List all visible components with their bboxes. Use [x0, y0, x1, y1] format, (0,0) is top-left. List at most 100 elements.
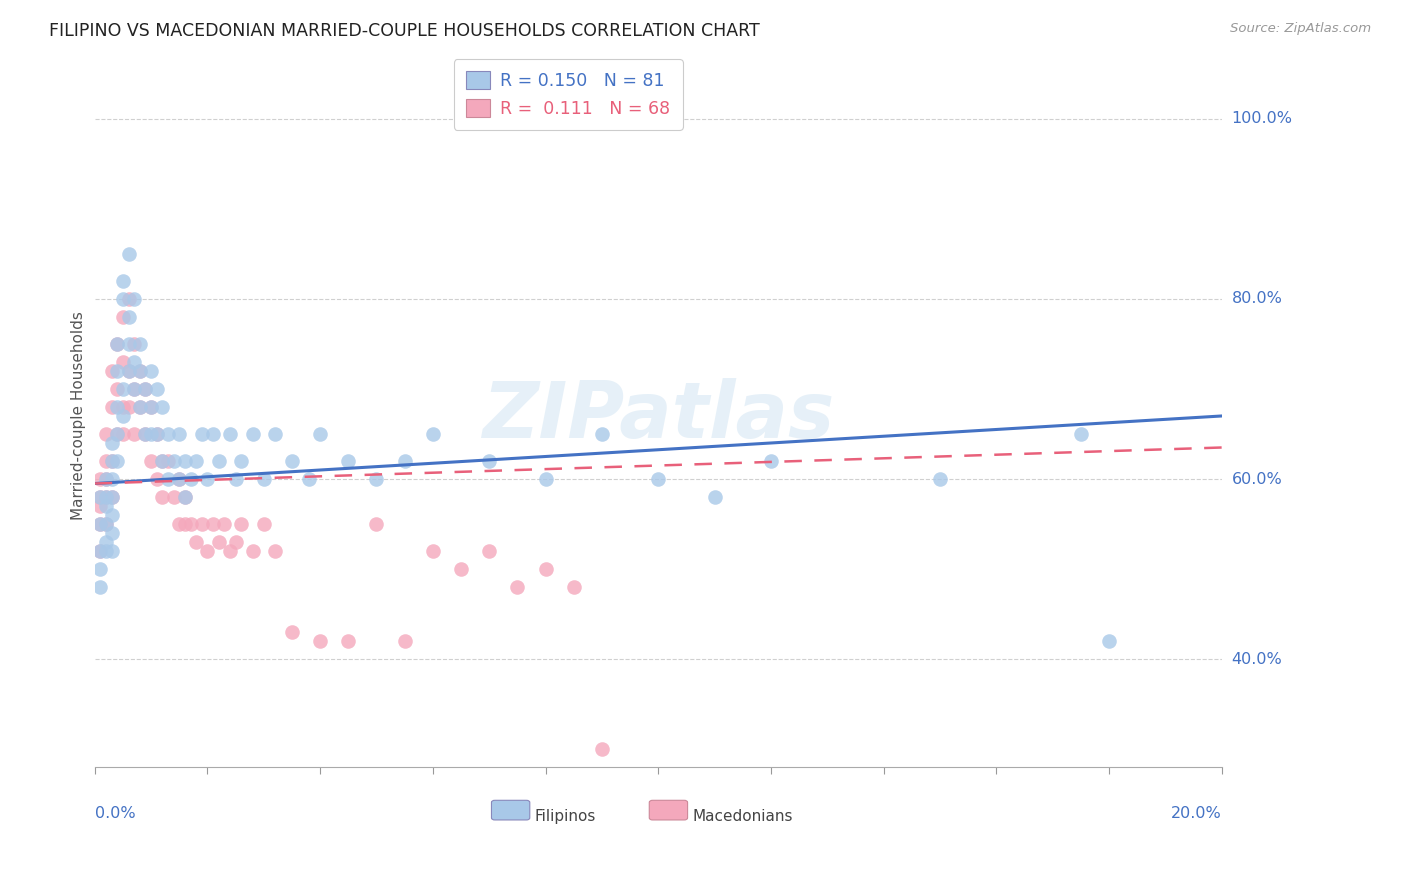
- Point: [94, 535, 117, 549]
- Point: [298, 472, 321, 486]
- Legend: R = 0.150   N = 81, R =  0.111   N = 68: R = 0.150 N = 81, R = 0.111 N = 68: [454, 59, 683, 129]
- Point: [225, 472, 247, 486]
- Point: [167, 427, 190, 442]
- Point: [150, 454, 173, 468]
- Point: [591, 427, 613, 442]
- Point: [591, 742, 613, 756]
- Point: [478, 544, 501, 558]
- Point: [111, 400, 134, 414]
- Point: [167, 472, 190, 486]
- Point: [394, 454, 416, 468]
- Point: [242, 544, 264, 558]
- Point: [128, 400, 150, 414]
- Point: [89, 517, 111, 532]
- Point: [197, 472, 219, 486]
- Point: [134, 382, 156, 396]
- Point: [225, 535, 247, 549]
- Point: [534, 562, 557, 576]
- Point: [309, 634, 332, 648]
- Point: [105, 427, 128, 442]
- Point: [100, 490, 122, 504]
- Text: 100.0%: 100.0%: [1232, 112, 1292, 126]
- Point: [111, 427, 134, 442]
- Point: [94, 490, 117, 504]
- Point: [139, 400, 162, 414]
- Point: [89, 490, 111, 504]
- Point: [703, 490, 725, 504]
- Point: [122, 382, 145, 396]
- Point: [422, 427, 444, 442]
- Point: [139, 454, 162, 468]
- Text: Source: ZipAtlas.com: Source: ZipAtlas.com: [1230, 22, 1371, 36]
- Point: [173, 490, 195, 504]
- Text: Macedonians: Macedonians: [692, 809, 793, 824]
- Point: [117, 337, 139, 351]
- Point: [562, 580, 585, 594]
- Point: [929, 472, 952, 486]
- Point: [128, 337, 150, 351]
- Point: [111, 274, 134, 288]
- Point: [105, 382, 128, 396]
- Point: [89, 517, 111, 532]
- Point: [100, 526, 122, 541]
- Point: [150, 400, 173, 414]
- Point: [100, 490, 122, 504]
- Point: [253, 472, 276, 486]
- Point: [156, 427, 179, 442]
- Point: [219, 544, 242, 558]
- Point: [162, 490, 184, 504]
- Point: [117, 364, 139, 378]
- Point: [208, 454, 231, 468]
- Point: [122, 292, 145, 306]
- Point: [242, 427, 264, 442]
- Point: [281, 625, 304, 640]
- Point: [100, 400, 122, 414]
- Point: [89, 544, 111, 558]
- Point: [94, 517, 117, 532]
- Point: [150, 490, 173, 504]
- Text: 40.0%: 40.0%: [1232, 652, 1282, 666]
- Point: [128, 400, 150, 414]
- Point: [366, 472, 388, 486]
- Point: [122, 355, 145, 369]
- Point: [186, 535, 208, 549]
- Point: [111, 292, 134, 306]
- Point: [191, 517, 214, 532]
- Point: [117, 292, 139, 306]
- Point: [128, 364, 150, 378]
- Point: [111, 409, 134, 423]
- Y-axis label: Married-couple Households: Married-couple Households: [72, 311, 86, 520]
- Point: [167, 517, 190, 532]
- Point: [197, 544, 219, 558]
- Point: [231, 454, 253, 468]
- Point: [281, 454, 304, 468]
- Point: [1070, 427, 1092, 442]
- Point: [111, 382, 134, 396]
- Point: [647, 472, 669, 486]
- Text: 80.0%: 80.0%: [1232, 292, 1282, 306]
- Point: [759, 454, 782, 468]
- Point: [100, 508, 122, 522]
- Point: [105, 427, 128, 442]
- Text: ZIPatlas: ZIPatlas: [482, 378, 834, 454]
- Point: [139, 364, 162, 378]
- Point: [450, 562, 472, 576]
- Point: [122, 427, 145, 442]
- Point: [167, 472, 190, 486]
- Point: [94, 544, 117, 558]
- Point: [264, 544, 287, 558]
- Point: [105, 454, 128, 468]
- Point: [105, 400, 128, 414]
- Point: [208, 535, 231, 549]
- Point: [253, 517, 276, 532]
- Point: [89, 490, 111, 504]
- Point: [180, 517, 202, 532]
- Point: [117, 310, 139, 324]
- Point: [366, 517, 388, 532]
- Point: [337, 454, 360, 468]
- Point: [478, 454, 501, 468]
- Point: [100, 364, 122, 378]
- Point: [162, 454, 184, 468]
- Point: [89, 562, 111, 576]
- Point: [89, 499, 111, 513]
